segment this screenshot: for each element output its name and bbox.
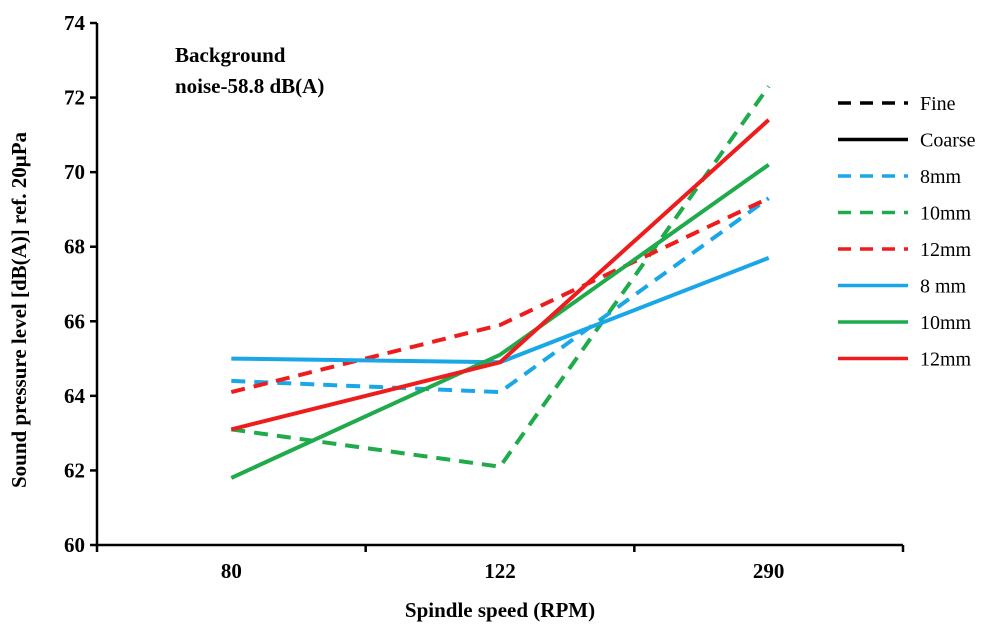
legend: Fine Coarse 8mm 10mm 12mm 8 mm 10mm 12mm	[838, 93, 976, 371]
y-tick-label: 66	[64, 309, 85, 333]
x-axis-title: Spindle speed (RPM)	[405, 598, 595, 622]
background-noise-annotation: Background noise-58.8 dB(A)	[175, 43, 324, 98]
legend-label-coarse-8mm: 8 mm	[920, 276, 967, 298]
legend-label-style-coarse: Coarse	[920, 130, 976, 152]
y-tick-label: 70	[64, 160, 85, 184]
x-tick-label: 122	[484, 559, 516, 583]
annotation-line-1: Background	[175, 43, 286, 67]
x-tick-label: 290	[753, 559, 785, 583]
series-line-fine-8mm	[231, 196, 770, 395]
legend-label-fine-8mm: 8mm	[920, 166, 962, 188]
legend-label-coarse-12mm: 12mm	[920, 349, 972, 371]
x-tick-label: 80	[221, 559, 242, 583]
legend-label-coarse-10mm: 10mm	[920, 312, 972, 334]
y-tick-label: 64	[64, 384, 86, 408]
legend-label-fine-12mm: 12mm	[920, 239, 972, 261]
series-layer	[230, 85, 771, 480]
legend-label-style-fine: Fine	[920, 93, 956, 115]
annotation-line-2: noise-58.8 dB(A)	[175, 74, 324, 98]
y-tick-label: 74	[64, 11, 86, 35]
series-line-fine-12mm	[230, 196, 770, 395]
y-tick-label: 62	[64, 458, 85, 482]
series-line-coarse-10mm	[230, 163, 770, 480]
series-line-coarse-8mm	[231, 256, 770, 365]
y-axis-title: Sound pressure level [dB(A)] ref. 20μPa	[7, 131, 31, 488]
y-tick-label: 60	[64, 533, 85, 557]
legend-label-fine-10mm: 10mm	[920, 203, 972, 225]
series-line-coarse-12mm	[230, 118, 771, 432]
axes: 60 62 64 66 68 70 72 74 80 122 290	[64, 11, 905, 583]
series-line-fine-10mm	[231, 85, 771, 469]
y-tick-label: 68	[64, 235, 85, 259]
y-tick-label: 72	[64, 86, 85, 110]
